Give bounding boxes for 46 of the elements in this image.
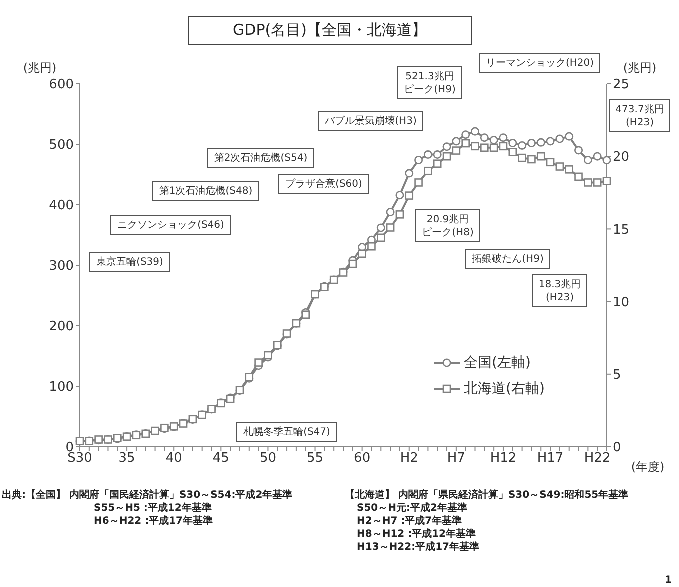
- x-tick-label: H2: [400, 451, 418, 466]
- chart-title: GDP(名目)【全国・北海道】: [188, 16, 472, 45]
- y-axis-title: (兆円): [23, 61, 57, 75]
- x-axis-title: (年度): [631, 460, 665, 474]
- annotation: 第1次石油危機(S48): [159, 184, 253, 197]
- y2-tick-label: 25: [613, 78, 630, 93]
- annotation: 18.3兆円(H23): [538, 278, 582, 304]
- annotation: 20.9兆円ピーク(H8): [422, 213, 474, 238]
- x-tick-label: H7: [447, 451, 466, 466]
- annotation: ニクソンショック(S46): [118, 220, 225, 231]
- annotation: バブル景気崩壊(H3): [324, 114, 417, 127]
- annotation: 東京五輪(S39): [96, 256, 164, 268]
- annotation: プラザ合意(S60): [286, 178, 363, 190]
- x-tick-label: 50: [260, 451, 276, 466]
- y-tick-label: 600: [49, 78, 74, 93]
- y-tick-label: 200: [49, 320, 74, 335]
- text: リーマンショック(H20): [486, 58, 594, 69]
- text: 【北海道】 内閣府「県民経済計算」S30～S49:昭和55年基準 S50～H元:平成2年基準 H2～H7 :平成7年基準 H8～H12 :平成12年基準 H13～H22:平成17年基準: [345, 489, 629, 553]
- x-tick-label: H17: [537, 451, 564, 466]
- x-tick-label: S30: [68, 451, 92, 466]
- y-tick-label: 400: [49, 198, 74, 214]
- x-tick-label: 60: [354, 451, 371, 466]
- legend-label: 北海道(右軸): [464, 380, 545, 398]
- text: 473.7兆円(H23): [616, 103, 664, 128]
- y-tick-label: 100: [49, 380, 74, 396]
- y2-tick-label: 20: [613, 150, 630, 166]
- y2-tick-label: 15: [613, 222, 630, 238]
- annotation: 札幌冬季五輪(S47): [244, 426, 331, 438]
- y2-axis-title: (兆円): [623, 61, 657, 75]
- source-note: 出典:【全国】 内閣府「国民経済計算」S30～S54:平成2年基準 S55～H5 :平成12年基準 H6～H22 :平成17年基準: [2, 489, 293, 527]
- annotation: 拓銀破たん(H9): [471, 252, 544, 265]
- text: 1: [665, 575, 672, 586]
- x-tick-label: H12: [490, 451, 517, 466]
- x-tick-label: 55: [306, 451, 324, 466]
- annotation: 521.3兆円ピーク(H9): [404, 70, 456, 96]
- annotation: 第2次石油危機(S54): [214, 152, 308, 164]
- y-tick-label: 500: [49, 138, 74, 154]
- y2-tick-label: 5: [613, 368, 622, 384]
- y2-tick-label: 10: [613, 295, 630, 310]
- x-tick-label: H22: [584, 451, 611, 466]
- y2-tick-label: 0: [613, 440, 622, 456]
- legend-label: 全国(左軸): [464, 354, 531, 372]
- x-tick-label: 35: [118, 451, 136, 466]
- y-tick-label: 300: [49, 259, 74, 274]
- x-tick-label: 40: [166, 451, 182, 466]
- x-tick-label: 45: [212, 451, 230, 466]
